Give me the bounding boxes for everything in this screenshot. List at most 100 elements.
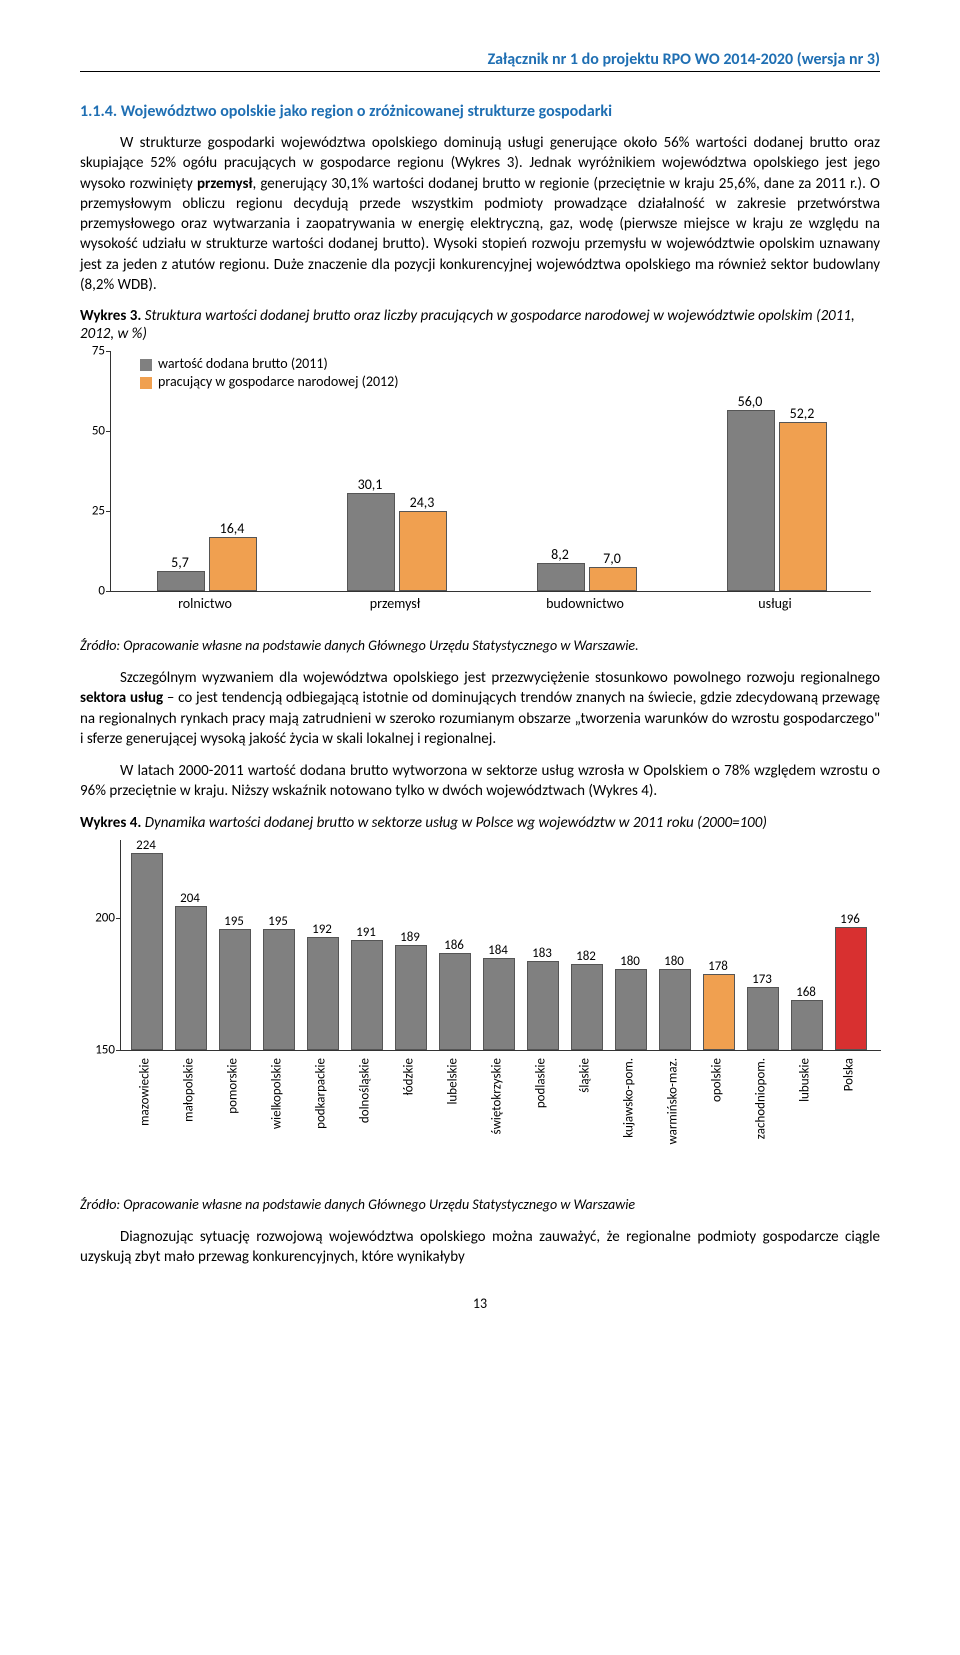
chart4-xcategory: warmińsko-maz. bbox=[666, 1058, 681, 1145]
chart4-bar-label: 192 bbox=[312, 922, 332, 937]
chart4-xcategory: mazowieckie bbox=[138, 1058, 153, 1126]
chart4-xcategory: pomorskie bbox=[226, 1058, 241, 1114]
chart4-bar-label: 196 bbox=[840, 912, 860, 927]
figure3-caption: Wykres 3. Struktura wartości dodanej bru… bbox=[80, 307, 880, 343]
chart4-bar bbox=[175, 906, 207, 1050]
chart4-xcategory: świętokrzyskie bbox=[490, 1058, 505, 1134]
chart4-xcategory: podkarpackie bbox=[314, 1058, 329, 1129]
chart3-ytick: 75 bbox=[83, 344, 105, 359]
chart-4-plot: 1502002242041951951921911891861841831821… bbox=[120, 840, 881, 1051]
figure3-caption-italic: Struktura wartości dodanej brutto oraz l… bbox=[80, 307, 855, 343]
legend-label: wartość dodana brutto (2011) bbox=[158, 355, 328, 372]
chart3-bar-label: 5,7 bbox=[171, 554, 189, 571]
chart3-bar-label: 8,2 bbox=[551, 546, 569, 563]
figure4-caption-italic: Dynamika wartości dodanej brutto w sekto… bbox=[145, 814, 767, 832]
chart4-xcategory: małopolskie bbox=[182, 1058, 197, 1122]
chart4-bar bbox=[835, 927, 867, 1050]
chart4-bar-label: 168 bbox=[796, 985, 816, 1000]
chart4-bar-label: 186 bbox=[444, 938, 464, 953]
chart4-ytick: 150 bbox=[87, 1042, 115, 1057]
chart4-bar bbox=[483, 958, 515, 1049]
chart3-xcategory: budownictwo bbox=[546, 595, 624, 612]
legend-label: pracujący w gospodarce narodowej (2012) bbox=[158, 373, 398, 390]
chart3-bar-label: 30,1 bbox=[358, 476, 383, 493]
chart4-bar-label: 180 bbox=[620, 954, 640, 969]
chart4-ytick: 200 bbox=[87, 911, 115, 926]
chart3-ytick: 0 bbox=[83, 584, 105, 599]
chart3-bar bbox=[779, 422, 827, 591]
chart4-bar-label: 178 bbox=[708, 959, 728, 974]
figure4-source: Źródło: Opracowanie własne na podstawie … bbox=[80, 1196, 880, 1213]
chart3-bar-label: 7,0 bbox=[603, 550, 621, 567]
chart4-xcategory: śląskie bbox=[578, 1058, 593, 1093]
figure3-source: Źródło: Opracowanie własne na podstawie … bbox=[80, 637, 880, 654]
paragraph-2: Szczególnym wyzwaniem dla województwa op… bbox=[80, 668, 880, 749]
paragraph-1-text: W strukturze gospodarki województwa opol… bbox=[80, 134, 880, 294]
paragraph-4: Diagnozując sytuację rozwojową województ… bbox=[80, 1227, 880, 1268]
chart4-bar bbox=[615, 969, 647, 1050]
chart4-bar-label: 204 bbox=[180, 891, 200, 906]
chart3-bar-label: 24,3 bbox=[410, 494, 435, 511]
chart3-bar-label: 52,2 bbox=[790, 405, 815, 422]
chart4-bar bbox=[791, 1000, 823, 1049]
chart4-bar-label: 184 bbox=[488, 943, 508, 958]
chart4-xcategory: kujawsko-pom. bbox=[622, 1058, 637, 1138]
chart4-bar bbox=[131, 853, 163, 1049]
page-number: 13 bbox=[80, 1295, 880, 1312]
figure4-caption: Wykres 4. Dynamika wartości dodanej brut… bbox=[80, 814, 880, 832]
chart4-xcategory: dolnośląskie bbox=[358, 1058, 373, 1123]
legend-swatch bbox=[140, 359, 152, 371]
chart4-bar-label: 195 bbox=[224, 914, 244, 929]
legend-swatch bbox=[140, 377, 152, 389]
chart3-ytick: 25 bbox=[83, 504, 105, 519]
chart-3-legend: wartość dodana brutto (2011)pracujący w … bbox=[140, 355, 398, 391]
chart3-bar bbox=[209, 537, 257, 591]
chart4-bar-label: 183 bbox=[532, 946, 552, 961]
chart4-bar bbox=[219, 929, 251, 1049]
chart4-bar bbox=[263, 929, 295, 1049]
chart4-xcategory: łódzkie bbox=[402, 1058, 417, 1095]
paragraph-4-text: Diagnozując sytuację rozwojową województ… bbox=[80, 1228, 880, 1266]
chart4-xcategory: lubuskie bbox=[798, 1058, 813, 1102]
chart4-xcategory: wielkopolskie bbox=[270, 1058, 285, 1129]
chart4-bar bbox=[703, 974, 735, 1050]
chart4-bar-label: 180 bbox=[664, 954, 684, 969]
chart-3: 02550755,716,430,124,38,27,056,052,2 war… bbox=[80, 351, 880, 631]
chart4-bar bbox=[307, 937, 339, 1049]
chart4-xcategory: Polska bbox=[842, 1058, 857, 1091]
chart3-bar bbox=[399, 511, 447, 591]
chart3-bar bbox=[537, 563, 585, 591]
chart4-xcategory: opolskie bbox=[710, 1058, 725, 1102]
section-title: 1.1.4. Województwo opolskie jako region … bbox=[80, 102, 880, 121]
paragraph-1: W strukturze gospodarki województwa opol… bbox=[80, 133, 880, 295]
chart4-bar bbox=[527, 961, 559, 1050]
chart4-bar bbox=[659, 969, 691, 1050]
chart4-bar-label: 195 bbox=[268, 914, 288, 929]
figure4-caption-bold: Wykres 4. bbox=[80, 814, 141, 832]
chart4-bar bbox=[439, 953, 471, 1050]
chart4-bar bbox=[351, 940, 383, 1050]
chart3-xcategory: usługi bbox=[758, 595, 791, 612]
chart4-bar-label: 173 bbox=[752, 972, 772, 987]
chart3-bar bbox=[589, 567, 637, 591]
chart4-bar-label: 224 bbox=[136, 838, 156, 853]
chart3-ytick: 50 bbox=[83, 424, 105, 439]
chart4-bar-label: 191 bbox=[356, 925, 376, 940]
chart3-bar bbox=[727, 410, 775, 591]
chart3-bar-label: 16,4 bbox=[220, 520, 245, 537]
paragraph-3: W latach 2000-2011 wartość dodana brutto… bbox=[80, 761, 880, 802]
chart3-xcategory: rolnictwo bbox=[178, 595, 232, 612]
page-header: Załącznik nr 1 do projektu RPO WO 2014-2… bbox=[80, 50, 880, 72]
chart4-bar-label: 189 bbox=[400, 930, 420, 945]
chart3-xcategory: przemysł bbox=[370, 595, 421, 612]
chart4-bar bbox=[571, 964, 603, 1050]
paragraph-2-text: Szczególnym wyzwaniem dla województwa op… bbox=[80, 669, 880, 748]
chart4-bar bbox=[395, 945, 427, 1049]
chart3-bar-label: 56,0 bbox=[738, 393, 763, 410]
chart-4: 150 200 224 204 195 195 192 191 189 186 184 183 182 1… bbox=[80, 840, 880, 1190]
chart3-bar bbox=[157, 571, 205, 591]
chart4-bar bbox=[747, 987, 779, 1049]
figure3-caption-bold: Wykres 3. bbox=[80, 307, 141, 325]
chart4-xcategory: zachodniopom. bbox=[754, 1058, 769, 1139]
chart4-bar-label: 182 bbox=[576, 949, 596, 964]
